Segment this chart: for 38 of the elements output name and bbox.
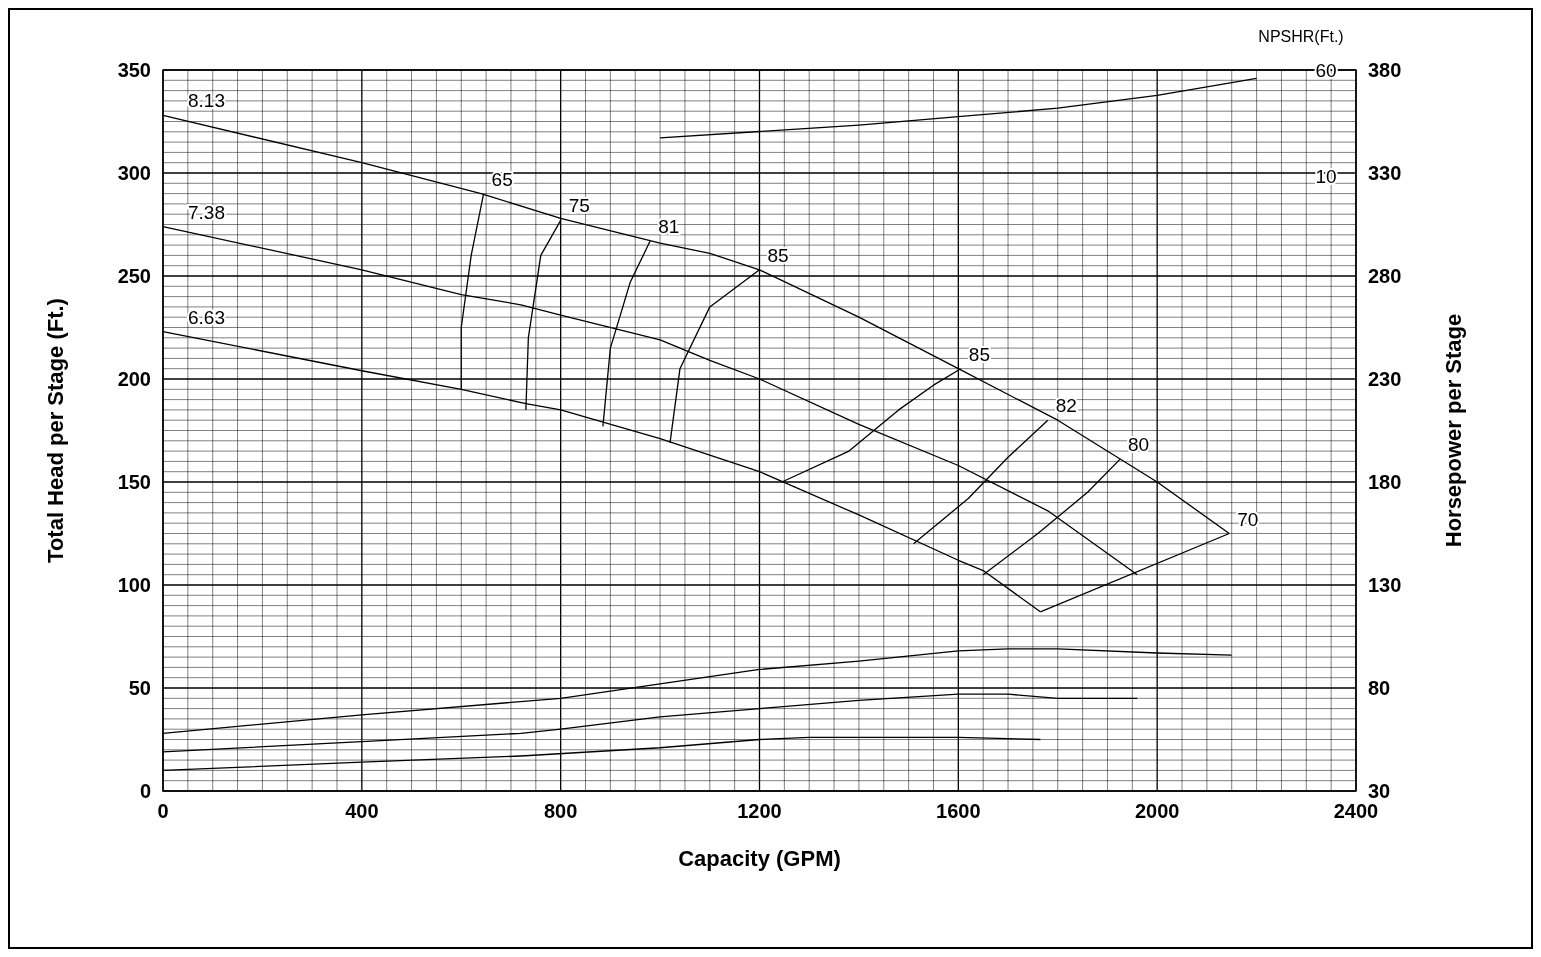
y2-axis-title: Horsepower per Stage	[1441, 313, 1466, 548]
series-label: 75	[568, 195, 590, 217]
series-label: 6.63	[188, 306, 225, 328]
series-label: 80	[1127, 434, 1150, 456]
series-label: 70	[1237, 508, 1259, 530]
y-tick-label: 50	[128, 677, 151, 699]
y2-tick-label: 30	[1368, 780, 1391, 802]
series-label: 82	[1055, 395, 1077, 417]
y-tick-label: 350	[117, 59, 151, 81]
y-tick-label: 200	[117, 368, 151, 390]
y2-tick-label: 80	[1368, 677, 1391, 699]
x-tick-label: 1600	[936, 800, 981, 822]
y-tick-label: 150	[117, 471, 151, 493]
y3-axis-title: NPSHR(Ft.)	[1258, 28, 1344, 45]
x-tick-label: 400	[345, 800, 379, 822]
x-tick-label: 2400	[1333, 800, 1379, 822]
y-tick-label: 100	[117, 574, 151, 596]
y-axis-title: Total Head per Stage (Ft.)	[43, 298, 68, 563]
y-tick-label: 0	[139, 780, 151, 802]
x-tick-label: 2000	[1134, 800, 1180, 822]
y2-tick-label: 130	[1368, 574, 1402, 596]
y2-tick-label: 280	[1368, 265, 1402, 287]
series-label: 65	[491, 168, 513, 190]
series-label: 85	[968, 343, 990, 365]
series-label: 7.38	[188, 201, 225, 223]
x-tick-label: 1200	[737, 800, 782, 822]
y-tick-label: 300	[117, 162, 151, 184]
x-tick-label: 0	[157, 800, 169, 822]
y2-tick-label: 180	[1368, 471, 1402, 493]
series-label: 85	[767, 244, 789, 266]
y2-tick-label: 380	[1368, 59, 1402, 81]
x-axis-title: Capacity (GPM)	[678, 846, 841, 871]
series-label: 8.13	[188, 90, 225, 112]
x-tick-label: 800	[543, 800, 578, 822]
y-tick-label: 250	[117, 265, 151, 287]
y2-tick-label: 230	[1368, 368, 1402, 390]
y2-tick-label: 330	[1368, 162, 1402, 184]
series-label: 81	[658, 215, 680, 237]
